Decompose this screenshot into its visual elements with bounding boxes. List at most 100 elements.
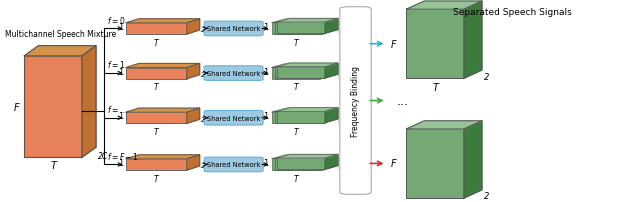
Polygon shape xyxy=(406,10,464,79)
Polygon shape xyxy=(187,20,200,35)
Polygon shape xyxy=(126,64,200,68)
Polygon shape xyxy=(275,159,323,170)
Text: F: F xyxy=(14,102,19,112)
Polygon shape xyxy=(277,155,338,158)
Text: 2C: 2C xyxy=(201,163,211,169)
Polygon shape xyxy=(277,108,338,112)
Text: Multichannel Speech Mixture: Multichannel Speech Mixture xyxy=(4,29,116,38)
Polygon shape xyxy=(272,20,333,24)
Polygon shape xyxy=(187,155,200,170)
Polygon shape xyxy=(325,19,338,34)
Polygon shape xyxy=(277,67,325,78)
Text: 1: 1 xyxy=(118,23,123,32)
Text: 2C: 2C xyxy=(201,116,211,122)
Text: T: T xyxy=(294,38,298,47)
Polygon shape xyxy=(272,109,333,113)
Polygon shape xyxy=(126,20,200,24)
Text: 1: 1 xyxy=(264,112,269,121)
Polygon shape xyxy=(126,155,200,159)
Polygon shape xyxy=(24,46,96,57)
Polygon shape xyxy=(275,68,323,79)
Polygon shape xyxy=(24,57,82,158)
Text: $f=1$: $f=1$ xyxy=(107,59,125,70)
Text: Shared Network: Shared Network xyxy=(207,115,260,121)
Polygon shape xyxy=(275,112,323,123)
Text: T: T xyxy=(294,83,298,92)
Polygon shape xyxy=(275,64,335,68)
Polygon shape xyxy=(277,23,325,34)
Text: 2: 2 xyxy=(341,27,346,33)
Text: T: T xyxy=(154,174,159,183)
Polygon shape xyxy=(323,155,335,170)
Text: Shared Network: Shared Network xyxy=(207,162,260,168)
Polygon shape xyxy=(82,46,96,158)
Polygon shape xyxy=(272,113,320,124)
Polygon shape xyxy=(323,20,335,34)
Polygon shape xyxy=(325,155,338,169)
Polygon shape xyxy=(277,158,325,169)
Polygon shape xyxy=(406,2,482,10)
FancyBboxPatch shape xyxy=(204,111,263,125)
Polygon shape xyxy=(406,121,482,129)
FancyBboxPatch shape xyxy=(204,22,263,37)
Text: T: T xyxy=(154,38,159,47)
Text: Separated Speech Signals: Separated Speech Signals xyxy=(452,8,572,17)
Polygon shape xyxy=(187,109,200,124)
Polygon shape xyxy=(323,109,335,123)
Text: T: T xyxy=(294,174,298,183)
Text: T: T xyxy=(50,161,56,171)
Text: Shared Network: Shared Network xyxy=(207,26,260,32)
Polygon shape xyxy=(126,68,187,79)
Text: 1: 1 xyxy=(118,112,123,121)
Polygon shape xyxy=(406,129,464,198)
Text: ...: ... xyxy=(397,95,408,107)
Polygon shape xyxy=(320,20,333,35)
Polygon shape xyxy=(272,68,320,79)
Polygon shape xyxy=(464,121,482,198)
Polygon shape xyxy=(275,23,323,34)
Polygon shape xyxy=(320,156,333,170)
Text: 1: 1 xyxy=(118,158,123,167)
Polygon shape xyxy=(272,159,320,170)
Text: T: T xyxy=(154,127,159,136)
Polygon shape xyxy=(464,2,482,79)
Text: 2C: 2C xyxy=(201,72,211,78)
Text: 1: 1 xyxy=(118,67,123,76)
Polygon shape xyxy=(325,108,338,123)
Text: 2: 2 xyxy=(341,116,346,122)
Polygon shape xyxy=(272,64,333,68)
Polygon shape xyxy=(320,109,333,124)
Polygon shape xyxy=(323,64,335,79)
Polygon shape xyxy=(275,155,335,159)
Text: $f=F-1$: $f=F-1$ xyxy=(107,150,139,161)
Text: T: T xyxy=(154,83,159,92)
Text: 1: 1 xyxy=(264,23,269,32)
Polygon shape xyxy=(277,64,338,67)
Polygon shape xyxy=(320,64,333,79)
Text: $f=\ldots$: $f=\ldots$ xyxy=(107,104,127,115)
Polygon shape xyxy=(272,24,320,35)
Polygon shape xyxy=(275,109,335,112)
FancyBboxPatch shape xyxy=(204,66,263,81)
Text: 2: 2 xyxy=(484,72,489,81)
Polygon shape xyxy=(275,20,335,23)
Polygon shape xyxy=(277,19,338,23)
Text: 1: 1 xyxy=(264,158,269,167)
Text: $f=0$: $f=0$ xyxy=(107,15,125,26)
Text: F: F xyxy=(390,39,396,49)
Polygon shape xyxy=(277,112,325,123)
Text: 2: 2 xyxy=(341,72,346,78)
Polygon shape xyxy=(126,113,187,124)
FancyBboxPatch shape xyxy=(340,8,371,194)
Text: T: T xyxy=(432,83,438,93)
Polygon shape xyxy=(126,159,187,170)
Polygon shape xyxy=(272,156,333,159)
Polygon shape xyxy=(126,24,187,35)
Text: 2: 2 xyxy=(484,191,489,200)
Polygon shape xyxy=(126,109,200,113)
Text: T: T xyxy=(294,127,298,136)
Text: Frequency Binding: Frequency Binding xyxy=(351,66,360,136)
FancyBboxPatch shape xyxy=(204,157,263,172)
Text: 2: 2 xyxy=(341,163,346,169)
Polygon shape xyxy=(325,64,338,78)
